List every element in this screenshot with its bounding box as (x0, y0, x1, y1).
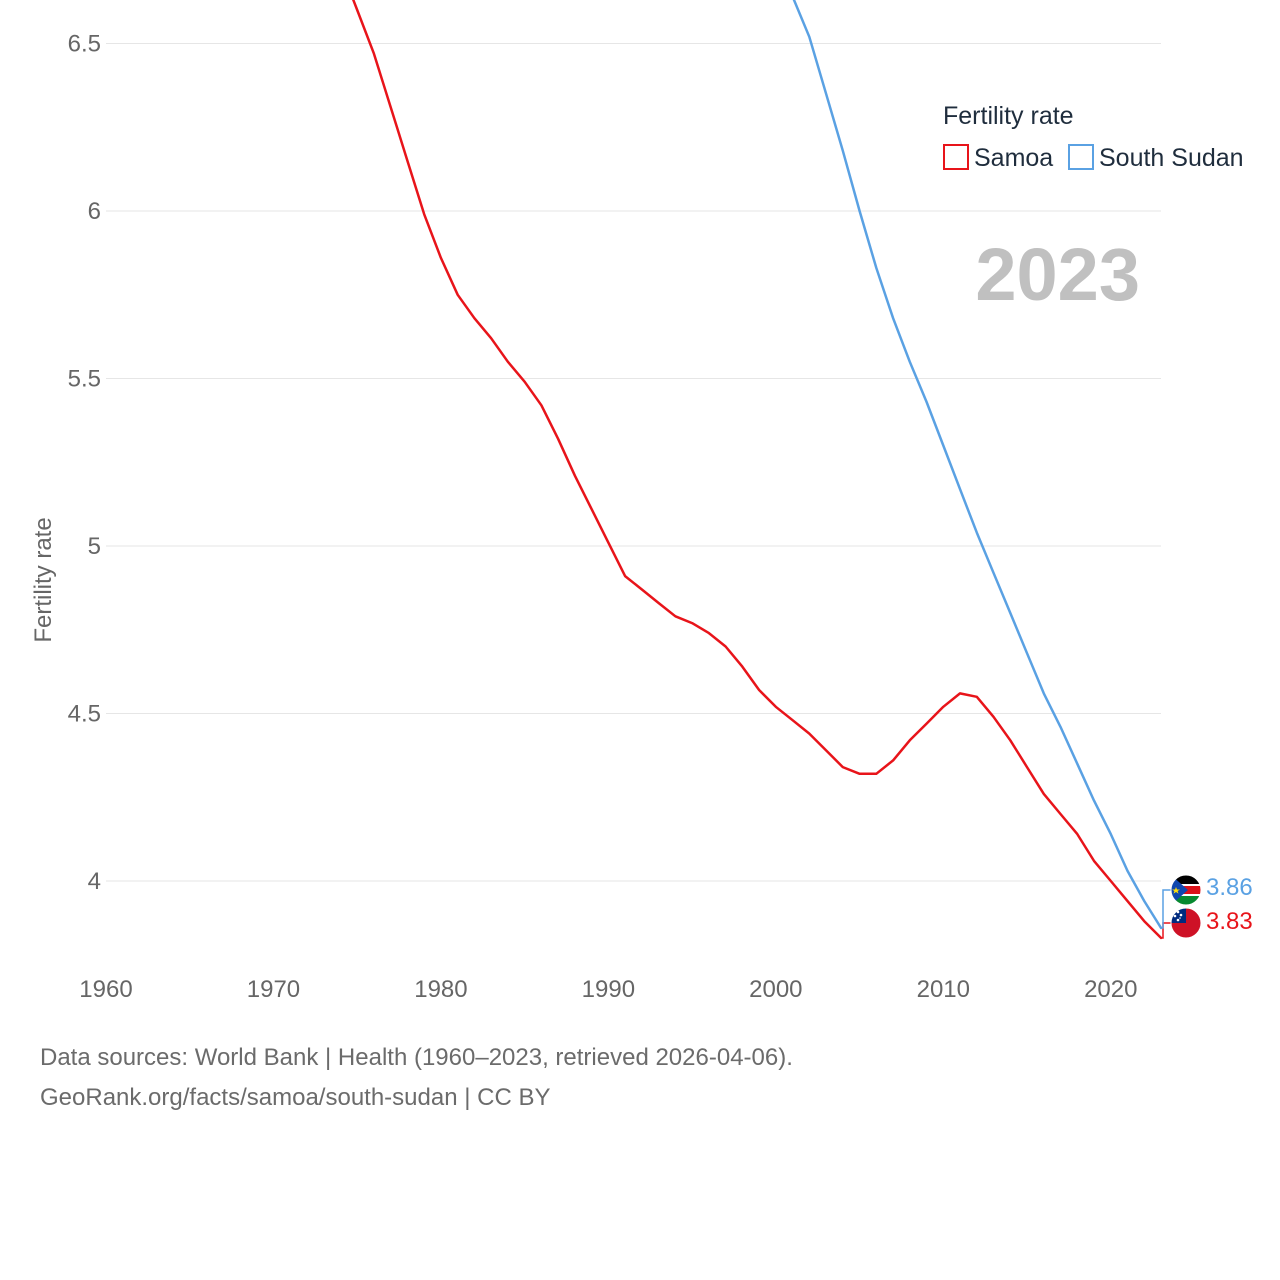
legend-swatch-south-sudan (1068, 144, 1094, 170)
y-tick-label: 4.5 (68, 701, 101, 728)
legend: Fertility rate Samoa South Sudan (943, 102, 1244, 172)
south-sudan-end-value: 3.86 (1206, 874, 1253, 901)
x-tick-label: 1970 (247, 976, 300, 1003)
south-sudan-end-connector (1161, 889, 1172, 929)
x-tick-label: 2020 (1084, 976, 1137, 1003)
series-lines (352, 0, 1163, 940)
x-tick-label: 1980 (414, 976, 467, 1003)
series-line-samoa (352, 0, 1163, 940)
series-line-south-sudan (792, 0, 1163, 930)
footer-attribution: GeoRank.org/facts/samoa/south-sudan | CC… (40, 1084, 551, 1111)
year-label: 2023 (975, 233, 1140, 316)
y-tick-label: 5 (88, 533, 101, 560)
samoa-end-value: 3.83 (1206, 908, 1253, 935)
legend-label-south-sudan: South Sudan (1099, 144, 1244, 172)
gridlines (106, 43, 1161, 882)
y-tick-label: 6.5 (68, 31, 101, 58)
samoa-flag-icon (1170, 907, 1202, 939)
x-axis-ticks: 1960 1970 1980 1990 2000 2010 2020 (79, 976, 1137, 1003)
y-axis-ticks: 44.555.566.577.5 (68, 31, 101, 896)
x-tick-label: 1960 (79, 976, 132, 1003)
legend-title: Fertility rate (943, 102, 1074, 130)
footer-sources: Data sources: World Bank | Health (1960–… (40, 1044, 793, 1071)
x-tick-label: 2010 (917, 976, 970, 1003)
y-tick-label: 4 (88, 868, 101, 895)
south-sudan-flag-icon (1170, 874, 1202, 906)
y-axis-title: Fertility rate (30, 517, 57, 642)
x-tick-label: 1990 (582, 976, 635, 1003)
x-tick-label: 2000 (749, 976, 802, 1003)
y-tick-label: 6 (88, 198, 101, 225)
samoa-end-connector (1161, 922, 1172, 939)
legend-swatch-samoa (943, 144, 969, 170)
legend-label-samoa: Samoa (974, 144, 1053, 172)
y-tick-label: 5.5 (68, 366, 101, 393)
